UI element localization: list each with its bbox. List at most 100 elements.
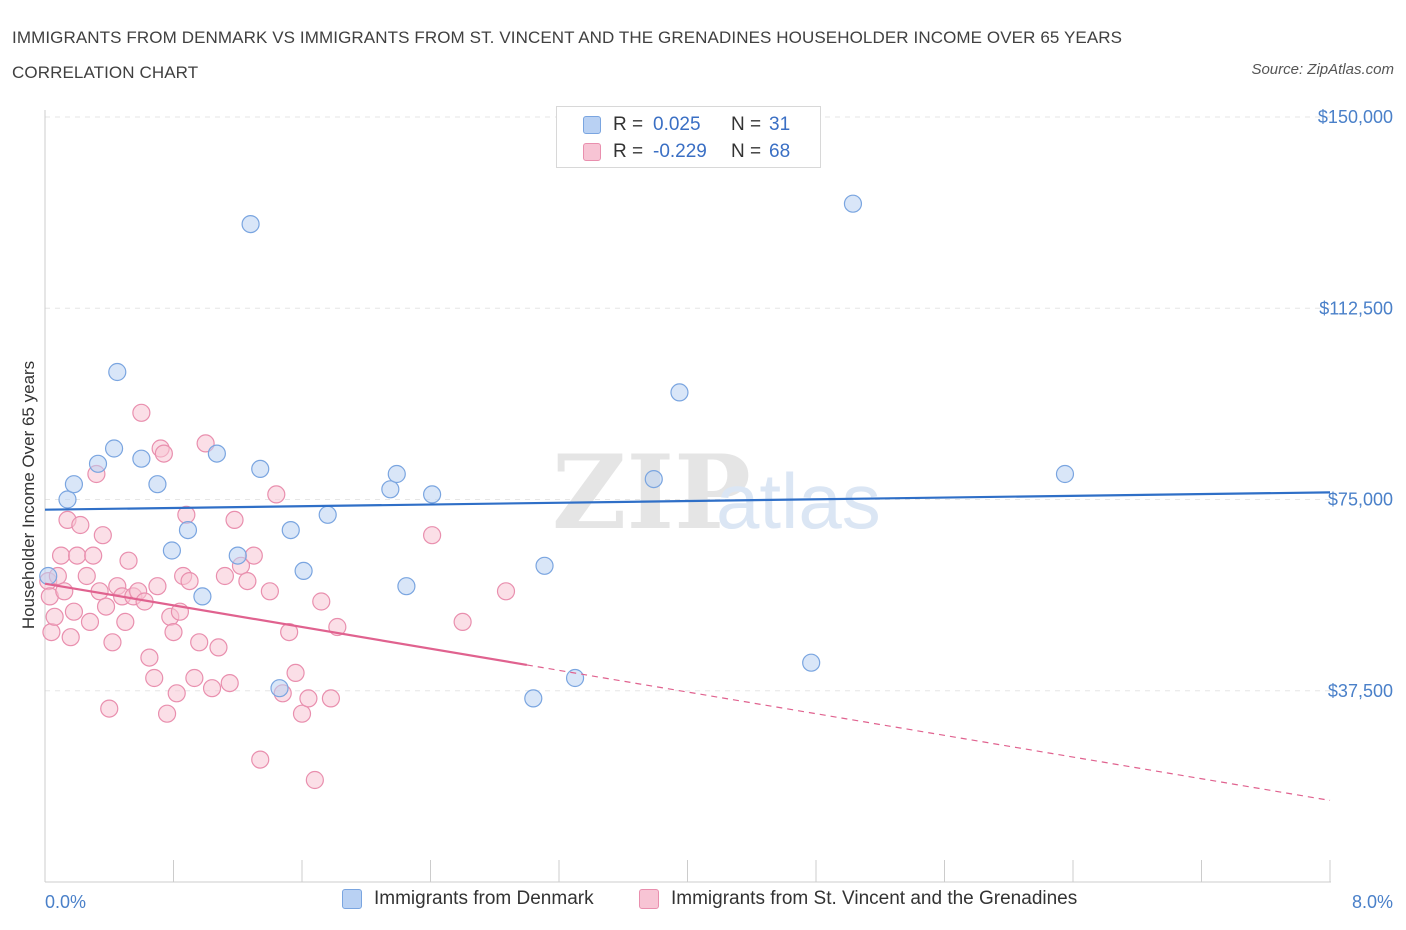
st-vincent-point <box>96 597 116 616</box>
legend-swatch-blue <box>583 116 601 134</box>
st-vincent-point <box>190 633 209 652</box>
st-vincent-point <box>132 403 151 422</box>
st-vincent-point <box>42 622 61 642</box>
st-vincent-point <box>286 663 305 683</box>
denmark-point <box>565 668 585 688</box>
st-vincent-point <box>267 485 286 504</box>
trend-line-solid-1 <box>44 582 528 667</box>
st-vincent-point <box>209 638 228 657</box>
st-vincent-point <box>305 770 324 790</box>
st-vincent-point <box>312 592 331 611</box>
denmark-point <box>228 546 247 565</box>
y-tick-label: $75,000 <box>1328 490 1393 510</box>
denmark-point <box>843 194 863 213</box>
y-tick-label: $37,500 <box>1328 681 1393 701</box>
trend-lines <box>44 491 1331 801</box>
legend-n-value: 68 <box>769 141 791 162</box>
denmark-point <box>251 459 270 478</box>
denmark-point <box>802 653 821 672</box>
denmark-point <box>88 454 108 473</box>
legend-n-value: 31 <box>769 114 791 135</box>
st-vincent-point <box>321 689 341 708</box>
st-vincent-point <box>64 602 84 621</box>
stats-legend: R = 0.025 N = 31 R = -0.229 N = 68 <box>556 106 821 168</box>
st-vincent-point <box>116 612 135 632</box>
st-vincent-point <box>202 679 222 698</box>
legend-r-value: 0.025 <box>653 114 701 135</box>
st-vincent-point <box>292 704 312 723</box>
x-tick-label-min: 0.0% <box>45 892 86 912</box>
st-vincent-point <box>148 577 167 596</box>
denmark-point <box>397 577 416 596</box>
trend-line-solid-0 <box>44 491 1331 511</box>
denmark-point <box>423 485 442 504</box>
denmark-point <box>64 475 84 494</box>
denmark-point <box>108 362 127 382</box>
denmark-point <box>535 556 554 575</box>
trend-line-dashed-1 <box>526 664 1331 801</box>
legend-row-denmark: R = 0.025 N = 31 <box>583 113 790 137</box>
legend-n-label: N = <box>731 141 762 162</box>
st-vincent-point <box>496 582 516 601</box>
series-legend: Immigrants from Denmark Immigrants from … <box>0 888 1406 916</box>
denmark-point <box>270 679 289 698</box>
denmark-point <box>39 566 58 586</box>
st-vincent-point <box>225 510 244 530</box>
st-vincent-point <box>423 526 442 545</box>
legend-r-label: R = <box>613 141 644 162</box>
st-vincent-point <box>280 622 299 642</box>
denmark-point <box>524 689 543 708</box>
st-vincent-point <box>100 699 119 718</box>
st-vincent-point <box>167 684 186 703</box>
legend-n-label: N = <box>731 114 762 135</box>
denmark-point <box>294 561 313 581</box>
st-vincent-point <box>103 633 122 652</box>
denmark-point <box>318 505 337 524</box>
st-vincent-point <box>244 546 263 565</box>
denmark-point <box>1055 464 1075 484</box>
st-vincent-point <box>238 571 257 591</box>
x-tick-label-max: 8.0% <box>1352 892 1393 912</box>
denmark-point <box>670 383 689 402</box>
st-vincent-point <box>196 434 215 453</box>
legend-r-label: R = <box>613 114 644 135</box>
st-vincent-point <box>145 668 164 688</box>
watermark: ZIP atlas <box>552 433 881 553</box>
denmark-point <box>193 587 212 606</box>
st-vincent-point <box>140 648 159 667</box>
st-vincent-point <box>93 526 112 545</box>
st-vincent-point <box>77 566 96 586</box>
st-vincent-point <box>80 612 100 632</box>
st-vincent-point <box>71 515 90 535</box>
denmark-point <box>132 449 151 468</box>
st-vincent-point <box>180 571 199 591</box>
legend-label-st-vincent: Immigrants from St. Vincent and the Gren… <box>671 888 1078 909</box>
st-vincent-point <box>68 546 87 565</box>
legend-swatch-pink <box>639 889 659 909</box>
st-vincent-point <box>260 582 279 601</box>
st-vincent-point <box>453 612 472 632</box>
legend-item-st-vincent: Immigrants from St. Vincent and the Gren… <box>639 888 1077 910</box>
st-vincent-point <box>299 689 318 708</box>
st-vincent-point <box>251 750 270 769</box>
chart-source: Source: ZipAtlas.com <box>1251 61 1394 78</box>
denmark-point <box>381 480 400 499</box>
legend-swatch-blue <box>342 889 362 909</box>
denmark-point <box>207 444 226 463</box>
denmark-point <box>148 475 167 494</box>
st-vincent-point <box>185 668 204 688</box>
legend-row-svg: R = -0.229 N = 68 <box>583 140 790 164</box>
chart-title: IMMIGRANTS FROM DENMARK VS IMMIGRANTS FR… <box>12 28 1123 82</box>
legend-r-value: -0.229 <box>653 141 707 162</box>
series-blue-points <box>39 194 1075 708</box>
y-axis-label: Householder Income Over 65 years <box>19 361 38 629</box>
st-vincent-point <box>215 566 234 586</box>
legend-label-denmark: Immigrants from Denmark <box>374 888 594 909</box>
denmark-point <box>241 215 260 234</box>
legend-swatch-pink <box>583 143 601 161</box>
st-vincent-point <box>154 444 173 463</box>
denmark-point <box>281 520 300 540</box>
y-tick-label: $150,000 <box>1318 107 1393 127</box>
st-vincent-point <box>51 546 71 565</box>
